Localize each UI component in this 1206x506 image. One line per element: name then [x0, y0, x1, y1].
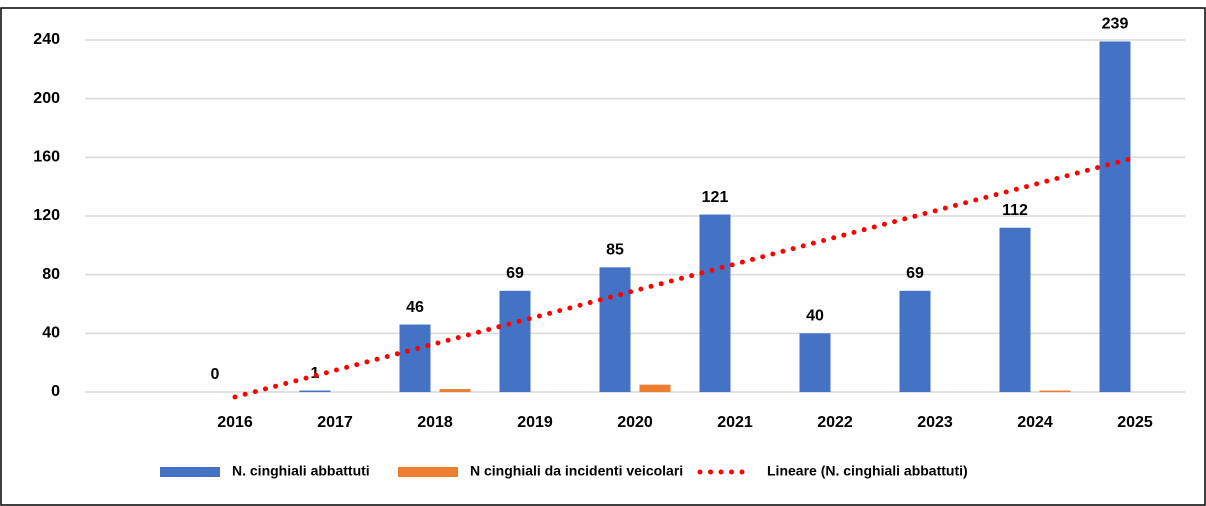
x-tick-label: 2023: [917, 414, 953, 431]
bar: [1039, 390, 1071, 392]
bar: [1099, 41, 1131, 392]
y-tick-label: 240: [33, 31, 60, 48]
bar: [599, 267, 631, 392]
data-label: 69: [906, 265, 924, 282]
bar: [439, 389, 471, 392]
bar: [639, 384, 671, 392]
y-tick-label: 120: [33, 207, 60, 224]
legend-label: N cinghiali da incidenti veicolari: [470, 463, 683, 479]
bar: [999, 227, 1031, 392]
legend-label: N. cinghiali abbattuti: [232, 463, 370, 479]
y-tick-label: 80: [42, 266, 60, 283]
chart-border: [0, 7, 1206, 506]
x-tick-label: 2024: [1017, 414, 1053, 431]
data-label: 0: [211, 366, 220, 383]
y-tick-label: 40: [42, 325, 60, 342]
legend-label: Lineare (N. cinghiali abbattuti): [767, 463, 968, 479]
x-tick-label: 2016: [217, 414, 253, 431]
x-tick-label: 2018: [417, 414, 453, 431]
y-tick-label: 0: [51, 383, 60, 400]
x-tick-label: 2020: [617, 414, 653, 431]
bar: [399, 324, 431, 392]
x-tick-label: 2022: [817, 414, 853, 431]
data-label: 69: [506, 265, 524, 282]
x-tick-label: 2021: [717, 414, 753, 431]
data-label: 46: [406, 299, 424, 316]
y-tick-label: 160: [33, 149, 60, 166]
data-label: 40: [806, 308, 824, 325]
bar: [899, 290, 931, 392]
legend-swatch: [160, 467, 220, 477]
bar: [799, 333, 831, 392]
trend-line: [232, 155, 1138, 400]
bar: [299, 390, 331, 392]
data-label: 239: [1102, 16, 1129, 33]
data-label: 121: [702, 189, 729, 206]
y-tick-label: 200: [33, 90, 60, 107]
x-tick-label: 2017: [317, 414, 353, 431]
x-tick-label: 2019: [517, 414, 553, 431]
legend-swatch: [398, 467, 458, 477]
bar: [499, 290, 531, 392]
bar: [699, 214, 731, 392]
data-label: 85: [606, 242, 624, 259]
x-tick-label: 2025: [1117, 414, 1153, 431]
data-label: 112: [1002, 202, 1028, 219]
